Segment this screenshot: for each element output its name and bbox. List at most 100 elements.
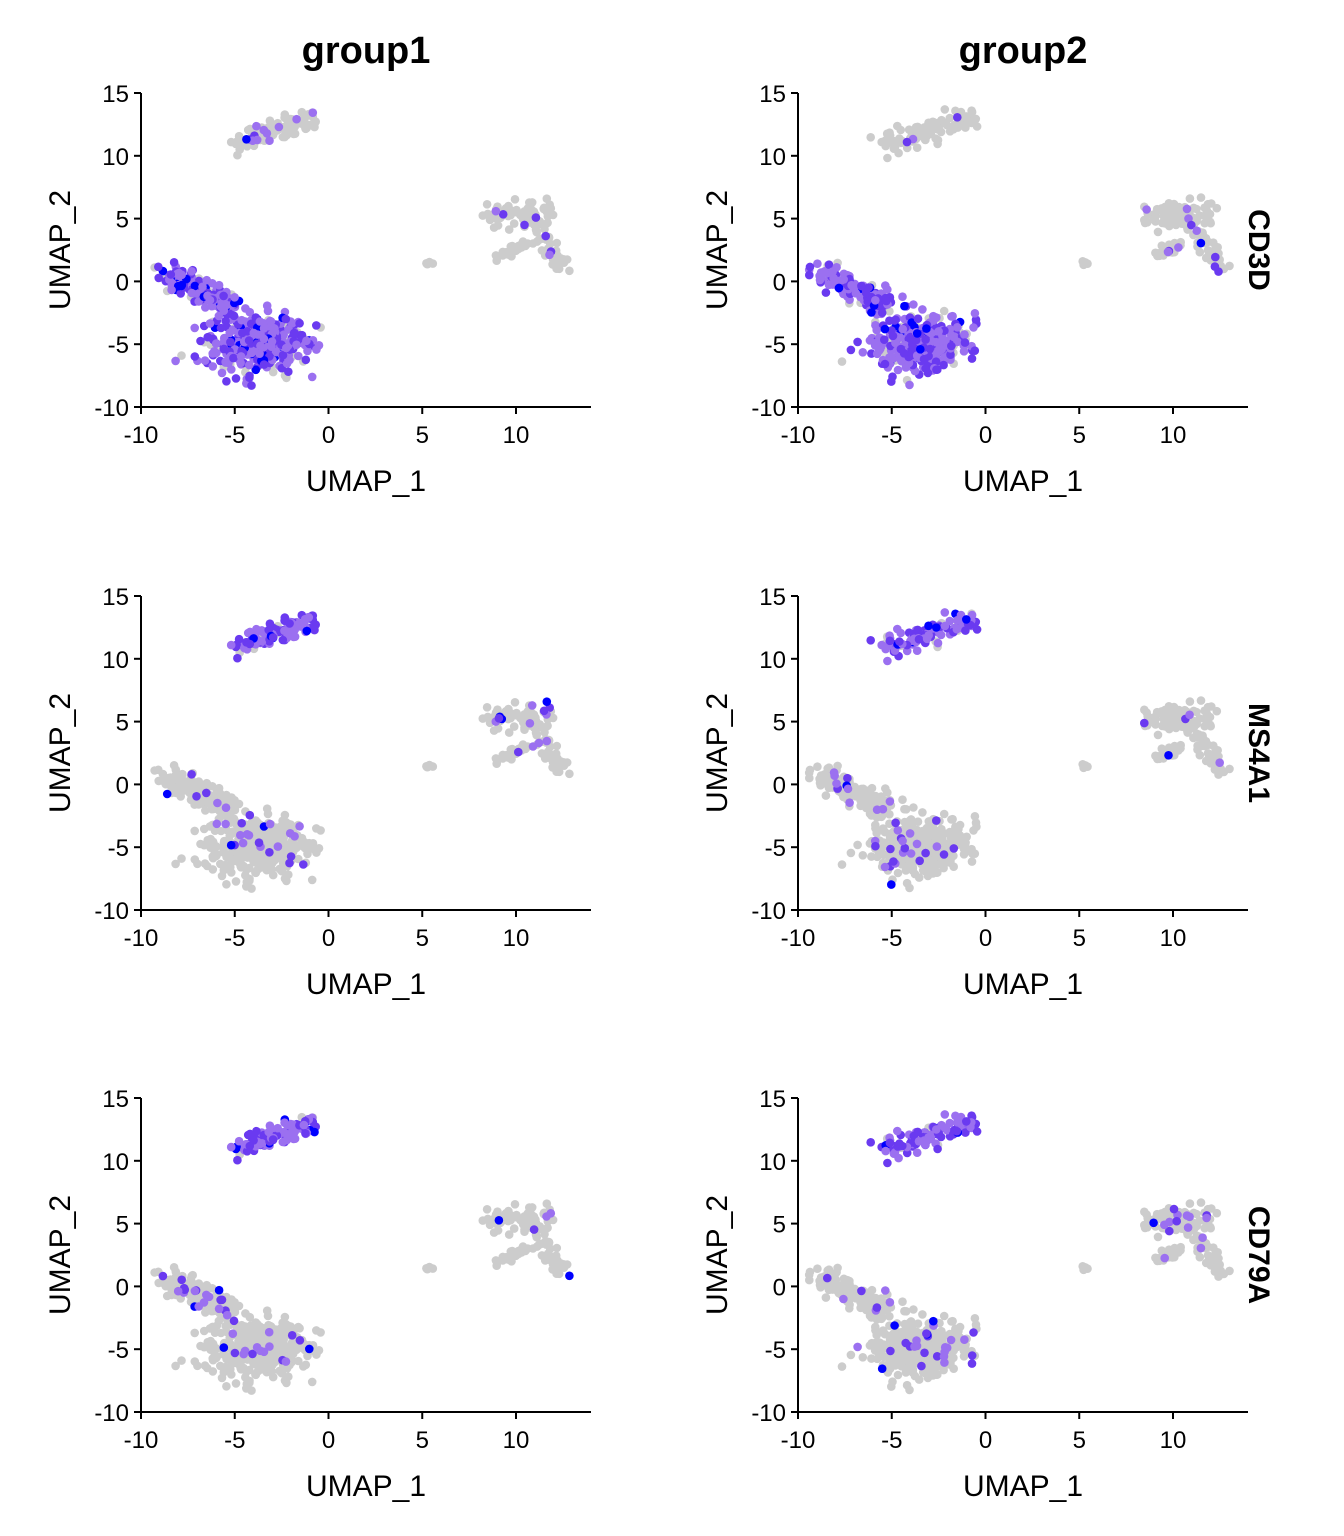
data-point: [264, 1327, 274, 1337]
data-point: [510, 698, 520, 707]
data-point: [539, 203, 549, 213]
data-point: [245, 1378, 254, 1387]
data-point: [1174, 243, 1183, 252]
data-point: [834, 283, 844, 293]
data-point: [312, 824, 321, 833]
data-point: [830, 771, 839, 780]
data-point: [214, 783, 224, 793]
data-point: [236, 1357, 246, 1366]
data-point: [240, 1346, 250, 1356]
data-point: [1203, 246, 1213, 255]
data-point: [222, 1382, 231, 1391]
data-point: [173, 281, 183, 291]
data-point: [1212, 706, 1222, 716]
data-point: [1196, 193, 1206, 202]
data-point: [242, 830, 252, 839]
data-point: [896, 344, 906, 354]
x-tick-label: 0: [322, 422, 335, 449]
data-point: [559, 761, 569, 770]
y-tick-label: 5: [116, 1212, 129, 1239]
data-point: [294, 351, 303, 361]
data-point: [214, 1285, 224, 1295]
data-point: [528, 742, 538, 751]
data-point: [896, 333, 905, 342]
data-point: [962, 615, 971, 624]
data-point: [230, 1298, 239, 1307]
data-point: [823, 1273, 832, 1283]
data-point: [915, 856, 924, 866]
data-point: [234, 634, 244, 644]
data-point: [940, 105, 950, 114]
data-point: [881, 1146, 890, 1156]
data-point: [893, 868, 903, 878]
data-point: [1185, 697, 1195, 706]
data-point: [166, 1275, 176, 1284]
data-point: [269, 826, 278, 836]
data-point: [245, 876, 254, 885]
data-point: [912, 839, 922, 849]
data-point: [824, 260, 834, 270]
data-point: [1153, 1232, 1163, 1242]
data-point: [245, 360, 254, 370]
data-point: [229, 1316, 239, 1326]
data-point: [813, 762, 822, 771]
data-point: [284, 870, 293, 879]
data-point: [154, 262, 163, 272]
data-point: [229, 353, 238, 363]
data-point: [972, 1127, 982, 1136]
data-point: [251, 868, 260, 877]
data-point: [259, 1365, 269, 1374]
x-tick-label: 5: [416, 422, 429, 449]
data-point: [886, 1346, 895, 1356]
data-point: [217, 368, 227, 378]
data-point: [285, 858, 294, 868]
data-point: [278, 635, 288, 645]
data-point: [507, 752, 516, 761]
data-point: [281, 1319, 291, 1329]
data-point: [187, 1272, 196, 1281]
data-point: [273, 842, 283, 851]
data-point: [900, 804, 909, 814]
data-point: [154, 273, 163, 283]
x-tick-label: -10: [781, 925, 816, 952]
data-point: [845, 798, 854, 807]
data-point: [255, 1354, 264, 1363]
data-point: [864, 1288, 873, 1297]
data-point: [940, 118, 950, 128]
data-point: [900, 301, 909, 311]
data-point: [171, 1361, 180, 1371]
data-point: [948, 814, 957, 824]
data-point: [1192, 729, 1201, 738]
data-points: [804, 608, 1234, 893]
data-point: [1149, 1218, 1158, 1228]
y-tick-label: 5: [773, 710, 786, 737]
data-point: [937, 336, 947, 345]
data-point: [887, 1382, 896, 1391]
data-point: [893, 1126, 902, 1136]
data-point: [893, 365, 903, 375]
data-point: [1193, 741, 1202, 750]
data-point: [494, 1216, 504, 1225]
data-point: [233, 1155, 242, 1165]
data-point: [1150, 715, 1160, 725]
data-point: [301, 124, 310, 133]
data-point: [227, 365, 236, 374]
data-point: [871, 1343, 880, 1353]
data-point: [843, 784, 853, 794]
data-point: [308, 108, 318, 117]
x-tick-label: 10: [1160, 422, 1187, 449]
data-point: [539, 706, 549, 716]
data-point: [1081, 258, 1090, 267]
data-point: [251, 365, 261, 375]
data-point: [256, 341, 265, 351]
data-point: [532, 1242, 542, 1251]
x-tick-label: -5: [224, 1427, 245, 1454]
data-point: [219, 291, 228, 301]
data-point: [912, 832, 922, 841]
data-point: [969, 826, 978, 835]
data-point: [932, 1352, 942, 1361]
data-point: [545, 1244, 555, 1253]
data-point: [921, 848, 930, 858]
data-point: [888, 331, 898, 341]
